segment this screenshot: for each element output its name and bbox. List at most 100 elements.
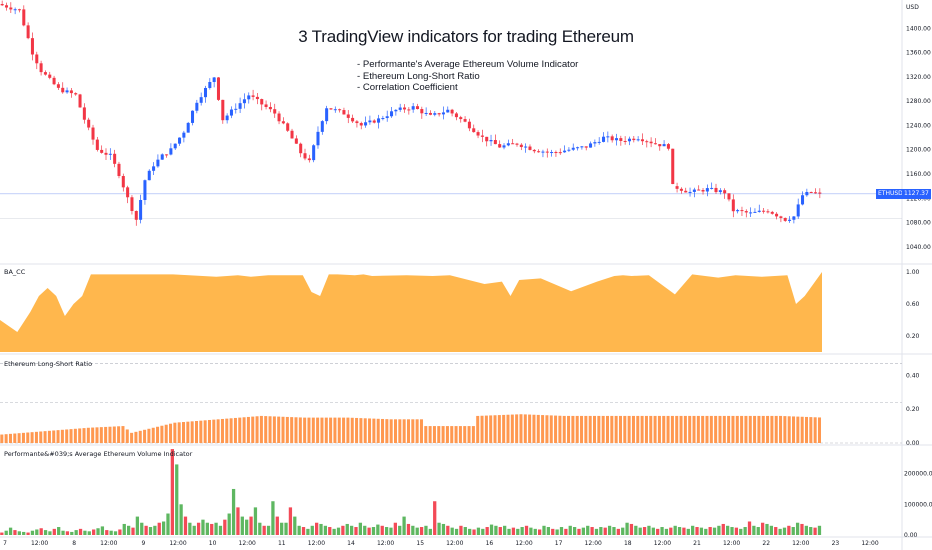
- ratio-bar: [30, 432, 34, 443]
- candle: [424, 112, 428, 114]
- volume-bar: [109, 530, 113, 535]
- volume-bar: [616, 528, 620, 535]
- ratio-bar: [151, 427, 155, 443]
- ratio-bar: [134, 431, 138, 443]
- volume-bar: [551, 528, 555, 535]
- ratio-bar: [670, 415, 674, 443]
- volume-bar: [664, 528, 669, 535]
- candle: [165, 154, 169, 156]
- candle: [602, 136, 606, 142]
- candle: [0, 4, 4, 6]
- ratio-bar: [402, 419, 406, 443]
- volume-bar: [747, 521, 752, 535]
- candle: [528, 146, 532, 150]
- candle: [476, 132, 480, 136]
- candle: [411, 106, 415, 110]
- candle: [316, 131, 320, 146]
- ratio-bar: [186, 421, 190, 443]
- volume-bar: [126, 525, 131, 535]
- candle: [74, 93, 78, 95]
- ratio-bar: [229, 418, 233, 443]
- ratio-bar: [480, 415, 484, 443]
- time-tick-label: 9: [141, 540, 145, 547]
- volume-bar: [813, 527, 817, 535]
- candle: [30, 38, 34, 55]
- candle: [35, 54, 39, 64]
- ratio-bar: [86, 427, 90, 443]
- ratio-bar: [156, 426, 160, 443]
- volume-bar: [332, 528, 336, 535]
- candle: [805, 191, 809, 196]
- candle: [398, 107, 402, 110]
- ratio-bar: [532, 414, 536, 443]
- candle: [571, 147, 575, 150]
- ratio-bar: [774, 415, 778, 443]
- ratio-bar: [225, 418, 229, 443]
- ratio-bar: [761, 415, 765, 443]
- candle: [597, 141, 601, 143]
- volume-bar: [494, 525, 498, 535]
- ratio-bar: [558, 415, 562, 443]
- candle: [407, 109, 411, 111]
- volume-bar: [22, 531, 26, 535]
- indicator-list: - Performante's Average Ethereum Volume …: [357, 59, 578, 94]
- ratio-bar: [138, 430, 142, 443]
- candle: [692, 189, 696, 192]
- ratio-bar: [770, 415, 774, 443]
- ratio-bar: [389, 419, 393, 443]
- ratio-bar: [714, 415, 718, 443]
- ratio-bar: [112, 426, 116, 443]
- ratio-bar: [26, 432, 30, 443]
- volume-pane-label[interactable]: Performante&#039;s Average Ethereum Volu…: [4, 450, 193, 458]
- ratio-bar: [355, 417, 359, 443]
- volume-bar: [603, 527, 607, 535]
- candle: [589, 143, 593, 148]
- candle: [394, 109, 398, 112]
- candle: [147, 170, 151, 181]
- volume-bar: [590, 527, 594, 535]
- ratio-bar: [584, 415, 588, 443]
- volume-bar: [262, 525, 266, 535]
- candle: [788, 219, 792, 221]
- ratio-bar: [381, 418, 385, 443]
- ratio-bar: [91, 427, 95, 443]
- time-tick-label: 17: [555, 540, 563, 547]
- volume-bar: [704, 528, 708, 535]
- ratio-pane-label[interactable]: Ethereum Long-Short Ratio: [4, 360, 93, 368]
- ratio-bar: [471, 426, 475, 443]
- candle: [636, 139, 640, 141]
- ratio-bar: [43, 431, 47, 443]
- ratio-bar: [294, 417, 298, 443]
- volume-bar: [61, 530, 65, 535]
- candle: [290, 130, 294, 139]
- price-tick-label: 1240.00: [906, 122, 931, 129]
- volume-bar: [271, 501, 275, 535]
- volume-bar: [691, 525, 695, 535]
- candle: [52, 77, 56, 85]
- volume-bar: [70, 531, 74, 535]
- candle: [87, 119, 91, 128]
- candle: [191, 110, 195, 123]
- ratio-bar: [636, 415, 640, 443]
- candle: [286, 123, 290, 131]
- time-tick-label: 11: [278, 540, 286, 547]
- ratio-bar: [259, 415, 263, 443]
- ratio-bar: [571, 415, 575, 443]
- time-tick-label: 12:00: [239, 540, 256, 547]
- candle: [740, 210, 744, 212]
- candle: [229, 109, 233, 116]
- ratio-bar: [359, 418, 363, 443]
- ratio-bar: [268, 416, 272, 443]
- correlation-pane-label[interactable]: BA_CC: [4, 268, 26, 276]
- correlation-area: [0, 272, 822, 352]
- candle: [156, 159, 160, 167]
- candle: [472, 128, 476, 133]
- candle: [355, 121, 359, 124]
- volume-bar: [415, 527, 419, 535]
- time-tick-label: 12:00: [169, 540, 186, 547]
- candle: [134, 211, 138, 220]
- volume-bar: [13, 530, 17, 535]
- volume-bar: [607, 525, 612, 535]
- volume-bar: [454, 528, 459, 535]
- volume-bar: [153, 525, 157, 535]
